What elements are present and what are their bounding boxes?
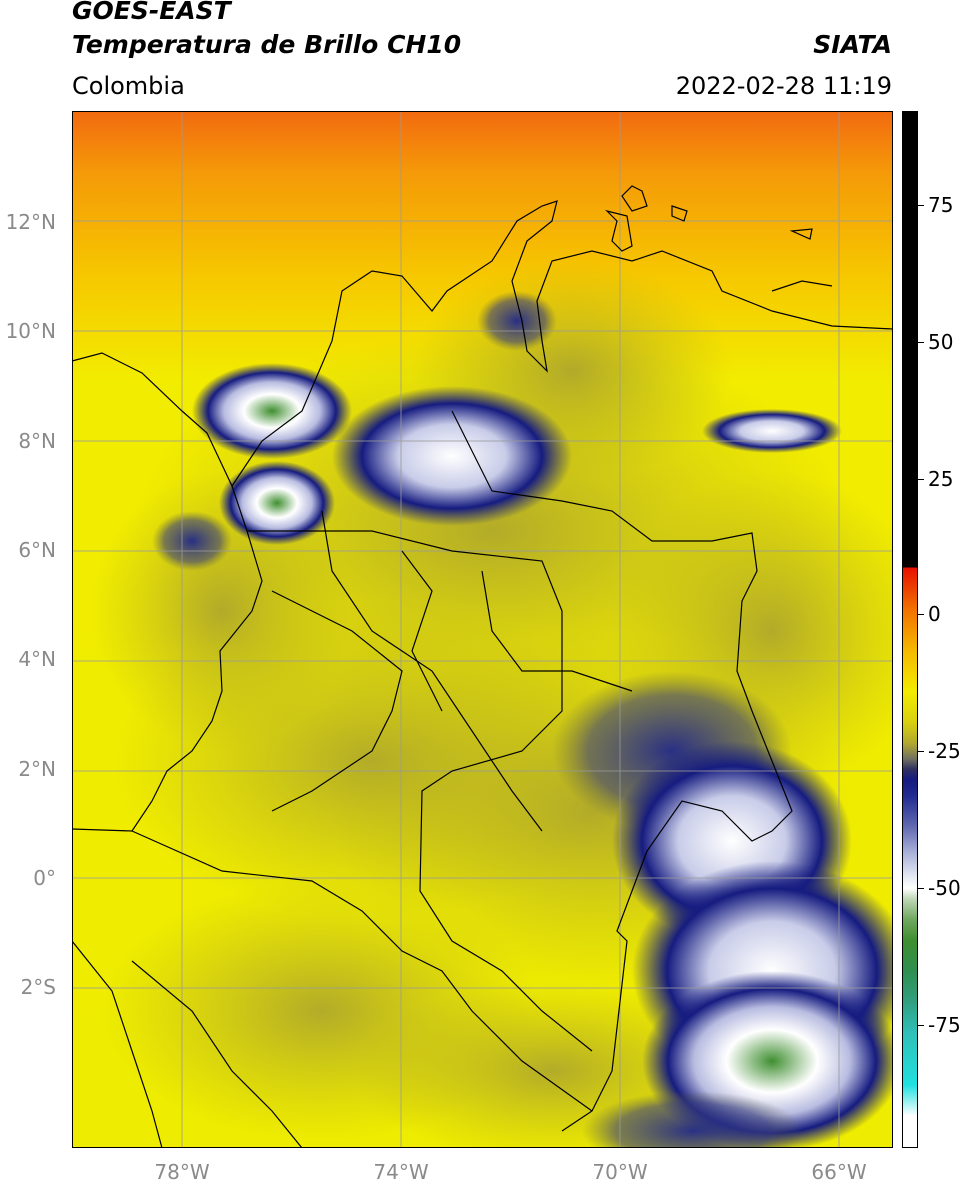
colorbar-label-0: 0 xyxy=(928,602,941,626)
colorbar-tick-0 xyxy=(918,614,924,615)
lat-label-12n: 12°N xyxy=(5,210,56,234)
map-title-line2: Temperatura de Brillo CH10 xyxy=(72,30,462,59)
graticule xyxy=(72,111,893,1148)
datetime-label: 2022-02-28 11:19 xyxy=(675,72,892,100)
lat-label-10n: 10°N xyxy=(5,319,56,343)
lon-label-74w: 74°W xyxy=(373,1160,429,1184)
satellite-map xyxy=(72,111,893,1148)
lat-label-8n: 8°N xyxy=(18,429,56,453)
colorbar-tick-minus25 xyxy=(918,751,924,752)
colorbar-tick-minus50 xyxy=(918,888,924,889)
lat-label-6n: 6°N xyxy=(18,538,56,562)
colorbar-label-75: 75 xyxy=(928,193,954,217)
colorbar-label-minus75: -75 xyxy=(928,1013,961,1037)
temperature-colorbar xyxy=(902,111,918,1148)
lat-label-2s: 2°S xyxy=(20,975,56,999)
colorbar-tick-75 xyxy=(918,205,924,206)
organization-label: SIATA xyxy=(813,30,892,59)
lon-label-78w: 78°W xyxy=(154,1160,210,1184)
lat-label-4n: 4°N xyxy=(18,647,56,671)
map-frame xyxy=(72,111,893,1148)
lon-label-70w: 70°W xyxy=(592,1160,648,1184)
colorbar-tick-minus75 xyxy=(918,1025,924,1026)
coastlines-and-borders xyxy=(72,185,893,1148)
lat-label-2n: 2°N xyxy=(18,757,56,781)
colorbar-tick-50 xyxy=(918,342,924,343)
cold-cloud-tops xyxy=(152,291,893,1148)
colorbar-label-minus25: -25 xyxy=(928,739,961,763)
map-title-line1: GOES-EAST xyxy=(72,0,231,25)
lat-label-equator: 0° xyxy=(33,866,56,890)
colorbar-label-25: 25 xyxy=(928,467,954,491)
region-label: Colombia xyxy=(72,72,185,100)
colorbar-label-minus50: -50 xyxy=(928,876,961,900)
colorbar-label-50: 50 xyxy=(928,330,954,354)
colorbar-tick-25 xyxy=(918,479,924,480)
lon-label-66w: 66°W xyxy=(811,1160,867,1184)
